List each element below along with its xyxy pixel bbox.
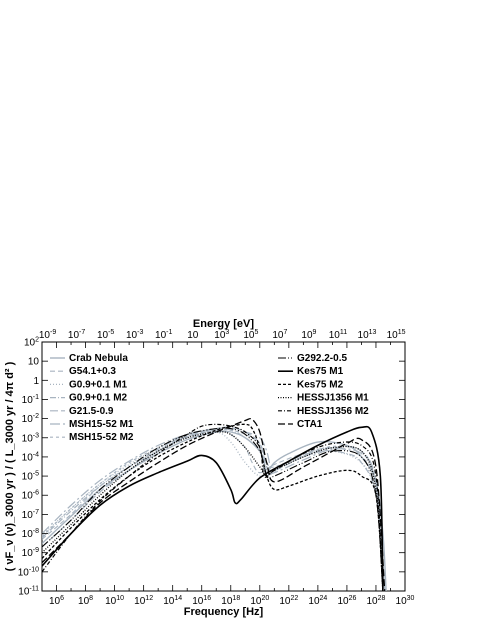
series-lines [42, 418, 387, 591]
series-line-hessj1356-m1 [42, 431, 384, 591]
legend-label: Kes75 M1 [297, 366, 344, 377]
x-tick-label: 1024 [308, 595, 327, 607]
y-tick-label: 10-4 [22, 451, 39, 463]
y-tick-label: 10-5 [22, 471, 39, 483]
x-tick-label: 1016 [192, 595, 211, 607]
legend-label: G54.1+0.3 [69, 366, 116, 377]
plot-border [41, 341, 406, 592]
top-axis-title: Energy [eV] [193, 318, 254, 330]
series-line-g292-2-0-5 [42, 427, 384, 591]
series-line-cta1 [42, 418, 386, 591]
y-tick-label: 10-8 [22, 528, 39, 540]
y-tick-label: 10-9 [22, 547, 39, 559]
x-tick-label: 1020 [250, 595, 269, 607]
x-tick-label: 106 [49, 595, 64, 607]
axes: 106 108 1010 1012 1014 1016 1018 1020 1022 1024 10… [18, 329, 415, 607]
x2-tick-label: 10 [187, 330, 199, 341]
x2-tick-label: 10-5 [97, 329, 114, 341]
y-tick-label: 10-7 [22, 509, 39, 521]
x2-tick-label: 1015 [387, 329, 406, 341]
y-tick-label: 10-2 [22, 413, 39, 425]
x2-tick-label: 103 [214, 329, 229, 341]
series-line-g0-9-0-1-m1 [42, 431, 386, 591]
x2-tick-label: 10-7 [68, 329, 85, 341]
x-tick-label: 1026 [337, 595, 356, 607]
x-tick-label: 1022 [279, 595, 298, 607]
x-axis-title: Frequency [Hz] [184, 606, 264, 618]
y-tick-label: 10-3 [22, 432, 39, 444]
y-tick-label: 10-1 [22, 394, 39, 406]
legend-label: G292.2-0.5 [297, 353, 347, 364]
x-tick-label: 1028 [366, 595, 385, 607]
x2-tick-label: 1013 [358, 329, 377, 341]
y-tick-label: 10-11 [18, 586, 39, 598]
legend-label: G0.9+0.1 M1 [69, 379, 128, 390]
x-tick-label: 1010 [105, 595, 124, 607]
legend-label: G21.5-0.9 [69, 406, 114, 417]
x-tick-label: 1012 [134, 595, 153, 607]
x2-tick-label: 10-1 [155, 329, 172, 341]
legend-label: Kes75 M2 [297, 379, 344, 390]
x-tick-label: 108 [78, 595, 93, 607]
legend-label: MSH15-52 M1 [69, 419, 134, 430]
y-tick-label: 102 [24, 337, 39, 349]
legend-label: G0.9+0.1 M2 [69, 393, 128, 404]
series-line-kes75-m1 [42, 425, 384, 591]
x2-tick-label: 10-9 [39, 329, 56, 341]
x-tick-label: 1018 [221, 595, 240, 607]
x2-tick-label: 1011 [329, 329, 347, 341]
x2-tick-label: 105 [243, 329, 258, 341]
series-line-msh15-52-m1 [42, 427, 386, 591]
y-tick-label: 10-10 [18, 566, 39, 578]
y-tick-label: 10-6 [22, 490, 39, 502]
x2-tick-label: 107 [272, 329, 287, 341]
x2-tick-label: 109 [301, 329, 316, 341]
y-tick-label: 1 [33, 376, 39, 387]
y-axis-title: ( νF_ν (ν)_3000 yr ) / ( L_3000 yr / 4π … [4, 361, 16, 571]
legend-label: CTA1 [297, 419, 323, 430]
x-tick-label: 1014 [163, 595, 182, 607]
plot-area [41, 341, 406, 592]
legend: Crab Nebula G54.1+0.3 G0.9+0.1 M1 G0.9+0.1 … [50, 353, 369, 443]
x-tick-label: 1030 [396, 595, 415, 607]
legend-label: HESSJ1356 M2 [297, 406, 369, 417]
legend-label: Crab Nebula [69, 353, 128, 364]
y-tick-label: 10 [28, 357, 40, 368]
x2-tick-label: 10-3 [126, 329, 143, 341]
series-line-hessj1356-m2 [42, 423, 384, 591]
legend-label: MSH15-52 M2 [69, 432, 134, 443]
legend-label: HESSJ1356 M1 [297, 393, 369, 404]
